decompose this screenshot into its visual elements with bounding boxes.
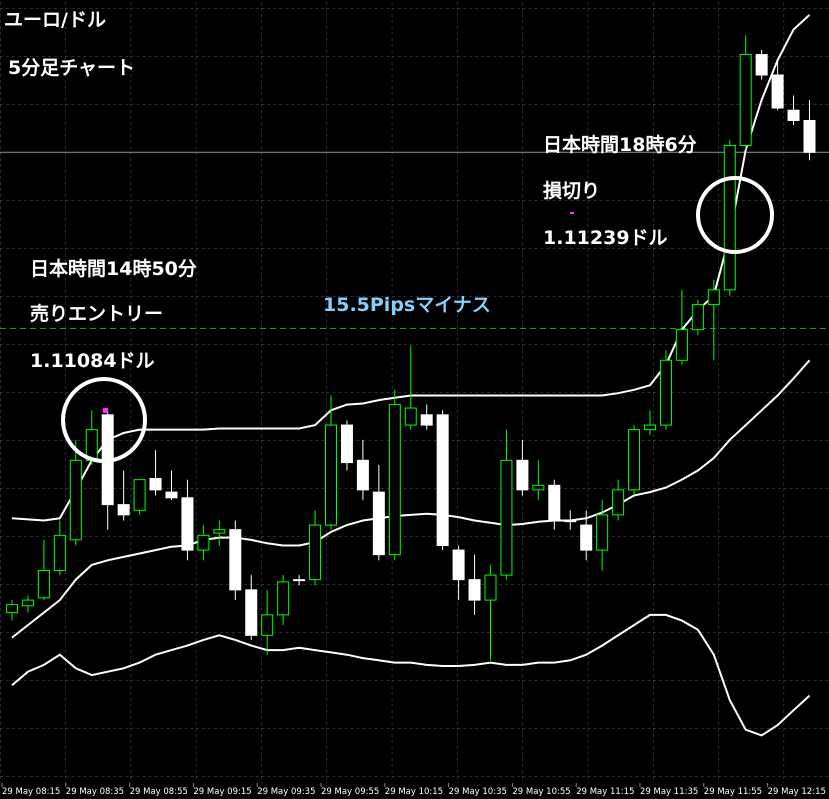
x-tick-label: 29 May 10:55: [512, 787, 570, 797]
candle-body: [181, 497, 194, 551]
grid: [0, 0, 829, 783]
candle-body: [245, 589, 258, 636]
candle-body: [340, 424, 353, 464]
candle-body: [165, 491, 178, 499]
candle-body: [117, 504, 130, 516]
x-tick-label: 29 May 11:15: [576, 787, 634, 797]
candle-body: [277, 581, 290, 616]
candle-body: [484, 574, 497, 601]
candle-body: [21, 599, 34, 607]
candle-body: [532, 484, 545, 491]
candle-body: [133, 479, 146, 511]
stop-circle: [696, 176, 774, 254]
candle-body: [404, 407, 417, 426]
entry-circle: [61, 377, 147, 463]
candle-body: [6, 604, 18, 614]
x-tick-label: 29 May 11:55: [704, 787, 762, 797]
annotation: 15.5Pipsマイナス: [323, 294, 491, 316]
candle-body: [612, 489, 625, 516]
candle-body: [261, 614, 274, 636]
chart-title: ユーロ/ドル: [4, 9, 106, 31]
candle-body: [197, 534, 210, 551]
candle-body: [628, 429, 641, 491]
candle-body: [388, 404, 401, 556]
candle-body: [37, 570, 50, 599]
x-tick-label: 29 May 09:55: [321, 787, 379, 797]
x-tick-label: 29 May 11:35: [640, 787, 698, 797]
candle-body: [596, 514, 609, 551]
candle-body: [803, 119, 816, 153]
candle-body: [293, 579, 306, 582]
candle-body: [580, 524, 593, 551]
annotation: 売りエントリー: [30, 302, 163, 325]
candle-body: [548, 484, 561, 522]
chart-subtitle: 5分足チャート: [8, 57, 135, 79]
candle-body: [436, 414, 449, 547]
candle-body: [309, 524, 322, 581]
candle-body: [149, 477, 162, 491]
candle-body: [723, 144, 736, 291]
x-tick-label: 29 May 10:35: [449, 787, 507, 797]
x-tick-label: 29 May 08:55: [130, 787, 188, 797]
band-line: [11, 613, 811, 737]
candle-body: [787, 109, 800, 121]
candle-body: [53, 534, 66, 572]
candle-body: [644, 424, 656, 431]
band-line: [11, 359, 811, 639]
candle-body: [516, 459, 529, 491]
candle-body: [675, 329, 688, 361]
annotation: 日本時間14時50分: [30, 257, 197, 280]
annotation: 日本時間18時6分: [543, 133, 697, 156]
candle-body: [213, 529, 226, 534]
candle-body: [325, 424, 337, 526]
candle-body: [356, 459, 369, 491]
candle-body: [500, 459, 513, 576]
x-tick-label: 29 May 08:15: [2, 787, 60, 797]
annotation: 1.11239ドル: [543, 227, 668, 249]
candle-body: [452, 549, 465, 581]
candle-body: [564, 520, 577, 523]
x-tick-label: 29 May 10:15: [385, 787, 443, 797]
x-tick-label: 29 May 09:35: [257, 787, 315, 797]
candle-body: [420, 414, 433, 426]
x-tick-label: 29 May 08:35: [66, 787, 124, 797]
candle-body: [229, 529, 242, 591]
candle-body: [707, 289, 720, 306]
annotation: 1.11084ドル: [30, 350, 155, 372]
candle-body: [659, 359, 672, 426]
candle-body: [739, 54, 752, 146]
annotation: 損切り: [543, 180, 600, 202]
candle-body: [771, 74, 784, 109]
candle-body: [69, 459, 82, 541]
candle-body: [691, 304, 704, 331]
candle-body: [755, 54, 768, 76]
marker: [570, 212, 574, 214]
marker: [103, 408, 108, 413]
candle-body: [468, 579, 481, 601]
x-tick-label: 29 May 09:15: [193, 787, 251, 797]
x-tick-label: 29 May 12:15: [768, 787, 826, 797]
candle-body: [372, 491, 385, 556]
